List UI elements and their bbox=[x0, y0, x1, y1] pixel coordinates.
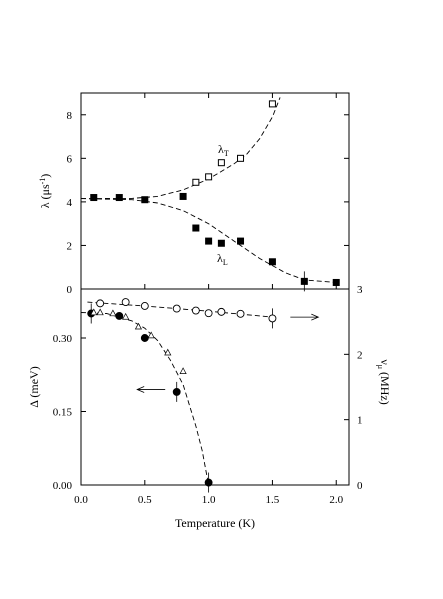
series-label-lambda-l: λL bbox=[217, 251, 228, 267]
right-y-axis-title-main: ν bbox=[378, 359, 392, 365]
lambda-l-point bbox=[192, 224, 200, 232]
y-tick-label: 0.15 bbox=[53, 407, 73, 419]
top-y-axis-title-close: ) bbox=[38, 174, 52, 178]
y-tick-label: 6 bbox=[67, 153, 73, 165]
bottom-x-ticks: 0.0 0.5 1.0 1.5 2.0 bbox=[74, 284, 344, 506]
nu-mu-point bbox=[204, 309, 213, 318]
top-data-marks bbox=[90, 100, 340, 292]
lambda-l-point bbox=[115, 194, 123, 202]
lambda-l-point bbox=[217, 239, 225, 247]
delta-point bbox=[115, 312, 124, 320]
delta-point bbox=[172, 387, 181, 396]
x-tick-label: 2.0 bbox=[329, 494, 343, 506]
nu-mu-point bbox=[121, 298, 130, 307]
series-label-sub: T bbox=[224, 149, 229, 158]
arrow-to-right-axis bbox=[290, 313, 320, 321]
triangle-point bbox=[164, 348, 172, 356]
nu-mu-point bbox=[172, 304, 181, 313]
right-y-tick-label: 0 bbox=[357, 480, 363, 492]
fit-curve-lambda-t bbox=[80, 97, 281, 200]
top-fit-curves bbox=[80, 97, 337, 283]
lambda-l-point bbox=[237, 237, 245, 245]
bottom-right-y-axis-title: νμ (MHz) bbox=[376, 359, 392, 404]
x-tick-label: 1.5 bbox=[266, 494, 280, 506]
bottom-data-marks bbox=[87, 298, 277, 493]
triangle-point bbox=[134, 322, 143, 330]
lambda-t-point bbox=[205, 173, 213, 181]
top-x-ticks bbox=[80, 93, 337, 98]
fit-curve-lambda-l bbox=[80, 198, 337, 283]
fit-curve-delta bbox=[80, 312, 210, 486]
triangle-point bbox=[122, 312, 130, 320]
axis-indicator-arrows bbox=[136, 313, 320, 393]
series-label-main: λ bbox=[217, 251, 223, 265]
triangle-point bbox=[147, 331, 155, 339]
series-label-lambda-t: λT bbox=[218, 142, 229, 158]
right-y-tick-label: 2 bbox=[357, 349, 363, 361]
lambda-t-point bbox=[192, 178, 200, 186]
y-tick-label: 0 bbox=[67, 284, 73, 296]
y-tick-label: 0.00 bbox=[53, 480, 73, 492]
top-y-axis-title-main: λ (μs bbox=[38, 184, 52, 208]
x-tick-label: 1.0 bbox=[202, 494, 216, 506]
nu-mu-point bbox=[236, 309, 245, 318]
right-y-axis-title-sub: μ bbox=[376, 365, 385, 369]
nu-mu-point bbox=[96, 299, 105, 308]
x-tick-label: 0.5 bbox=[138, 494, 152, 506]
nu-mu-point bbox=[268, 314, 277, 323]
right-y-axis-title-rest: (MHz) bbox=[378, 369, 392, 405]
top-y-axis-title: λ (μs-1) bbox=[38, 174, 52, 209]
bottom-right-y-ticks: 0 1 2 3 bbox=[344, 284, 363, 492]
y-tick-label: 8 bbox=[67, 110, 73, 122]
lambda-l-point bbox=[179, 192, 187, 200]
y-tick-label: 2 bbox=[67, 240, 73, 252]
triangle-point bbox=[179, 367, 187, 374]
x-tick-label: 0.0 bbox=[74, 494, 88, 506]
y-tick-label: 4 bbox=[67, 197, 73, 209]
delta-point bbox=[140, 334, 149, 342]
nu-mu-point bbox=[217, 307, 226, 316]
series-label-main: λ bbox=[218, 142, 224, 156]
triangle-point bbox=[109, 309, 117, 317]
nu-mu-point bbox=[191, 306, 200, 315]
right-y-tick-label: 3 bbox=[357, 284, 363, 296]
triangle-point bbox=[90, 308, 98, 316]
series-label-sub: L bbox=[223, 258, 228, 267]
nu-mu-point bbox=[140, 302, 149, 310]
top-plot-frame bbox=[80, 92, 350, 290]
lambda-l-point bbox=[141, 196, 149, 204]
lambda-l-point bbox=[300, 277, 308, 285]
arrow-to-left-axis bbox=[136, 386, 166, 393]
right-y-tick-label: 1 bbox=[357, 415, 363, 427]
y-tick-label: 0.30 bbox=[53, 333, 73, 345]
lambda-t-point bbox=[237, 154, 245, 162]
lambda-l-point bbox=[268, 258, 276, 266]
bottom-y-axis-title: Δ (meV) bbox=[27, 366, 41, 407]
lambda-t-point bbox=[217, 159, 225, 167]
bottom-panel: 0.00 0.15 0.30 0 1 2 3 0.0 0.5 1.0 1.5 2.0 Δ (meV… bbox=[27, 284, 392, 530]
top-y-ticks: 0 2 4 6 8 bbox=[67, 110, 349, 296]
top-y-axis-title-sup: -1 bbox=[38, 178, 47, 185]
x-axis-title: Temperature (K) bbox=[175, 516, 255, 530]
lambda-t-point bbox=[268, 100, 276, 108]
bottom-y-ticks: 0.00 0.15 0.30 bbox=[53, 333, 86, 492]
lambda-l-point bbox=[90, 194, 98, 202]
triangle-point bbox=[96, 308, 104, 316]
bottom-plot-frame bbox=[80, 288, 350, 486]
lambda-l-point bbox=[205, 237, 213, 245]
